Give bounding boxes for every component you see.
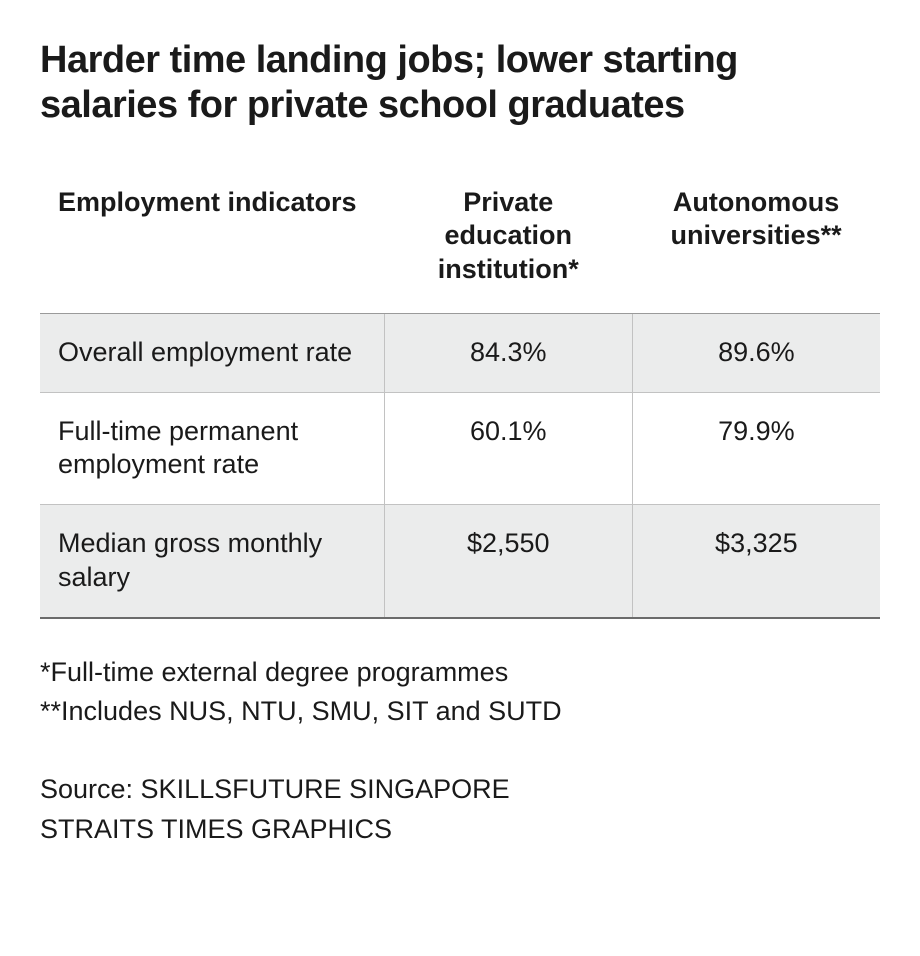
cell-indicator: Overall employment rate <box>40 313 384 392</box>
cell-autonomous: 79.9% <box>632 392 880 505</box>
col-header-private: Private education institution* <box>384 186 632 314</box>
cell-indicator: Median gross monthly salary <box>40 505 384 618</box>
employment-table: Employment indicators Private education … <box>40 186 880 619</box>
footnote-2: **Includes NUS, NTU, SMU, SIT and SUTD <box>40 692 880 731</box>
cell-private: 60.1% <box>384 392 632 505</box>
graphic-title: Harder time landing jobs; lower starting… <box>40 38 880 128</box>
cell-indicator: Full-time permanent employment rate <box>40 392 384 505</box>
cell-private: 84.3% <box>384 313 632 392</box>
table-header-row: Employment indicators Private education … <box>40 186 880 314</box>
table-row: Overall employment rate 84.3% 89.6% <box>40 313 880 392</box>
table-row: Median gross monthly salary $2,550 $3,32… <box>40 505 880 618</box>
source-block: Source: SKILLSFUTURE SINGAPORE STRAITS T… <box>40 769 880 850</box>
cell-private: $2,550 <box>384 505 632 618</box>
col-header-indicators: Employment indicators <box>40 186 384 314</box>
credit-line: STRAITS TIMES GRAPHICS <box>40 809 880 850</box>
source-line: Source: SKILLSFUTURE SINGAPORE <box>40 769 880 810</box>
cell-autonomous: $3,325 <box>632 505 880 618</box>
table-row: Full-time permanent employment rate 60.1… <box>40 392 880 505</box>
cell-autonomous: 89.6% <box>632 313 880 392</box>
col-header-autonomous: Autonomous universities** <box>632 186 880 314</box>
graphic-container: Harder time landing jobs; lower starting… <box>0 0 920 890</box>
footnotes: *Full-time external degree programmes **… <box>40 653 880 731</box>
footnote-1: *Full-time external degree programmes <box>40 653 880 692</box>
